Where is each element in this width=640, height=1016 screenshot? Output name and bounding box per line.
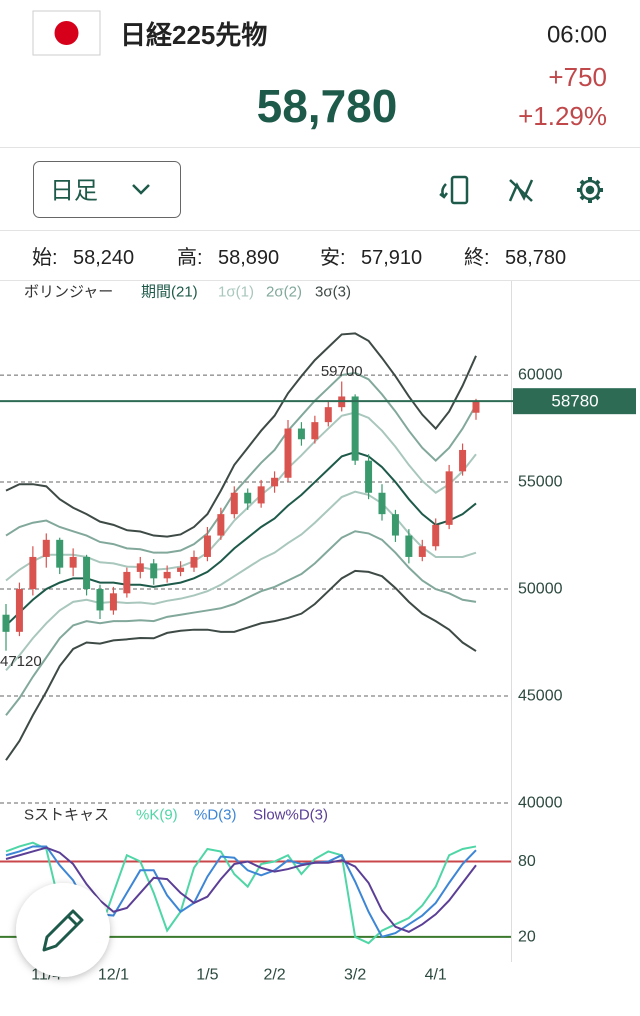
candle-body (150, 563, 158, 579)
legend-entry: 2σ(2) (266, 284, 302, 301)
period-dropdown[interactable]: 日足 (33, 161, 181, 218)
change: +750 (548, 62, 607, 92)
y-tick-label: 20 (518, 928, 536, 945)
candle-body (177, 567, 185, 572)
settings-icon[interactable] (577, 177, 603, 203)
candle-body (69, 556, 77, 568)
candle-body (96, 589, 104, 611)
legend-entry: 期間(21) (141, 284, 198, 301)
band-lower (5, 569, 477, 761)
candle-body (217, 514, 225, 536)
band-lower (5, 530, 477, 716)
legend-entry: 3σ(3) (315, 284, 351, 301)
dropdown-box[interactable] (33, 161, 181, 218)
time: 06:00 (547, 22, 607, 49)
period-label[interactable]: 日足 (50, 178, 98, 205)
ohlc-value: 57,910 (361, 247, 422, 269)
candle-body (271, 477, 279, 487)
chevron[interactable] (132, 184, 150, 195)
candle-body (405, 535, 413, 557)
candle-body (56, 539, 64, 568)
candle-body (230, 492, 238, 515)
legend-entry: 1σ(1) (218, 284, 254, 301)
fab[interactable] (16, 883, 110, 977)
ohlc-value: 58,780 (505, 247, 566, 269)
title: 日経225先物 (120, 20, 267, 50)
band-upper (5, 332, 477, 538)
y-tick-label: 80 (518, 853, 536, 870)
plot: 40000 45000 50000 55000 60000 20 80 59700 47120 5… (0, 284, 636, 984)
candle-body (123, 571, 131, 594)
candle-body (257, 486, 265, 504)
annotation: 47120 (0, 653, 42, 670)
candle-body (203, 535, 211, 557)
edit-button[interactable] (16, 883, 110, 977)
y-tick-label: 50000 (518, 581, 563, 598)
band-upper (5, 411, 477, 582)
legend-title: Sストキャス (24, 807, 109, 824)
candle-body (459, 449, 467, 472)
candle-body (244, 492, 252, 504)
y-tick-label: 55000 (518, 474, 563, 491)
candle-body (190, 556, 198, 568)
header: 日経225先物 06:00 58,780 +750 +1.29% (32, 10, 607, 132)
ohlc-row: 始: 58,240 高: 58,890 安: 57,910 終: 58,780 (32, 246, 566, 269)
x-tick-label: 4/1 (425, 967, 447, 984)
candle-body (297, 428, 305, 440)
ohlc-label: 安: (320, 246, 346, 269)
ohlc-label: 終: (464, 246, 490, 269)
candle-body (109, 593, 117, 611)
candle-body (378, 492, 386, 515)
flag-sun (54, 21, 79, 45)
candle-body (311, 422, 319, 440)
candle-body (351, 396, 359, 461)
x-tick-label: 12/1 (98, 967, 129, 984)
y-tick-label: 45000 (518, 688, 563, 705)
ohlc-value: 58,890 (218, 247, 279, 269)
y-tick-label: 40000 (518, 795, 563, 812)
band-upper (5, 371, 477, 554)
toolbar-icons (439, 175, 603, 205)
ohlc-value: 58,240 (73, 247, 134, 269)
band-lower (5, 490, 477, 672)
candle-body (2, 614, 10, 632)
x-tick-label: 2/2 (263, 967, 285, 984)
pencil-icon[interactable] (42, 909, 84, 952)
ohlc-label: 始: (32, 246, 58, 269)
candle-body (136, 563, 144, 572)
stoch-line (5, 846, 477, 933)
candle-body (163, 571, 171, 579)
last-price-box (513, 388, 636, 415)
candle-body (29, 556, 37, 590)
legend-title: ボリンジャー (24, 284, 113, 301)
annotation: 59700 (321, 363, 363, 380)
ohlc-label: 高: (177, 246, 203, 269)
candle-body (42, 539, 50, 557)
change-pct: +1.29% (518, 101, 607, 131)
candle-body (391, 514, 399, 536)
candle-body (472, 401, 480, 413)
legend-entry: %D(3) (194, 807, 237, 824)
x-tick-label: 3/2 (344, 967, 366, 984)
rotate-icon[interactable] (439, 175, 469, 205)
candle-body (83, 556, 91, 590)
x-tick-label: 1/5 (196, 967, 218, 984)
indicator-icon[interactable] (508, 179, 534, 202)
candle-body (418, 546, 426, 557)
candle-body (432, 524, 440, 547)
candle-body (445, 471, 453, 525)
candle-body (365, 460, 373, 493)
candle-body (15, 589, 23, 632)
legend-entry: Slow%D(3) (253, 807, 328, 824)
legend-entry: %K(9) (136, 807, 178, 824)
candle-body (284, 428, 292, 478)
y-tick-label: 60000 (518, 367, 563, 384)
last-price-label: 58780 (551, 392, 598, 411)
candle-body (324, 407, 332, 423)
price: 58,780 (257, 80, 398, 132)
